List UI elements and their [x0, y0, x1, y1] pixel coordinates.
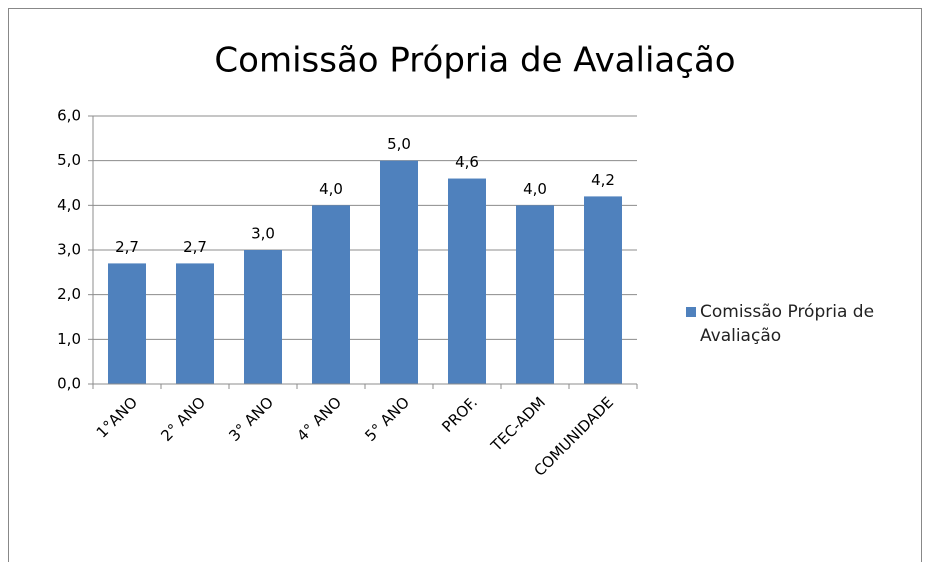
legend-swatch [686, 307, 696, 317]
bar [244, 250, 282, 384]
bar [312, 205, 350, 384]
bar [584, 196, 622, 384]
x-tick-label: 1°ANO [93, 393, 141, 441]
data-label: 2,7 [183, 238, 207, 256]
y-tick-label: 6,0 [57, 107, 81, 125]
data-label: 3,0 [251, 225, 275, 243]
bar [176, 263, 214, 384]
x-tick-label: PROF. [438, 393, 481, 436]
data-label: 5,0 [387, 135, 411, 153]
data-label: 2,7 [115, 238, 139, 256]
bar [108, 263, 146, 384]
legend-label: Comissão Própria de Avaliação [700, 302, 875, 346]
bar [380, 160, 418, 384]
bar [448, 178, 486, 384]
x-tick-label: 4° ANO [293, 393, 345, 445]
legend: Comissão Própria de Avaliação [686, 300, 925, 348]
y-tick-label: 0,0 [57, 375, 81, 393]
chart-border [8, 8, 922, 562]
data-label: 4,0 [523, 180, 547, 198]
y-tick-label: 2,0 [57, 285, 81, 303]
x-tick-label: TEC-ADM [487, 393, 549, 455]
bar [516, 205, 554, 384]
x-tick-label: 2° ANO [157, 393, 209, 445]
data-label: 4,6 [455, 153, 479, 171]
y-tick-label: 5,0 [57, 151, 81, 169]
y-tick-label: 3,0 [57, 241, 81, 259]
x-tick-label: 3° ANO [225, 393, 277, 445]
y-tick-label: 4,0 [57, 196, 81, 214]
data-label: 4,2 [591, 171, 615, 189]
chart-title: Comissão Própria de Avaliação [214, 41, 735, 81]
y-tick-label: 1,0 [57, 330, 81, 348]
x-tick-label: 5° ANO [361, 393, 413, 445]
data-label: 4,0 [319, 180, 343, 198]
